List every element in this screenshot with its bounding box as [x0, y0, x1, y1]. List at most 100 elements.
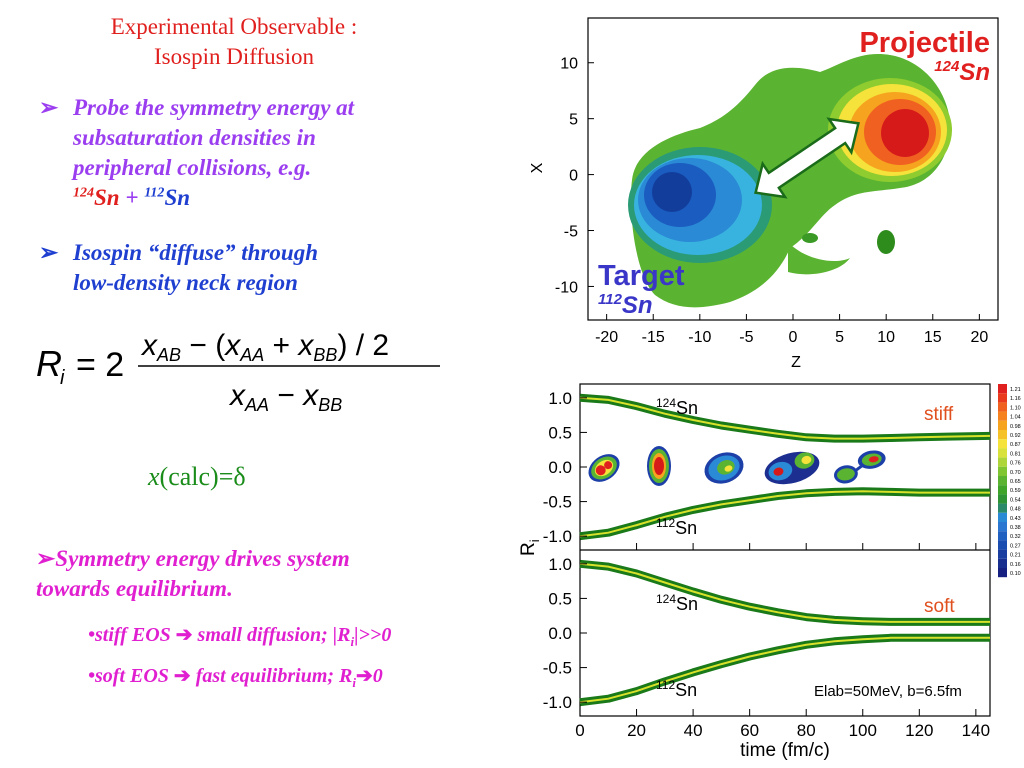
eos-stiff-c: |>>0: [354, 624, 392, 646]
colorbar-swatch: [998, 503, 1007, 513]
colorbar-swatch: [998, 494, 1007, 504]
snapshot-2: [647, 446, 671, 486]
eos-soft-c: 0: [372, 665, 383, 687]
bullet-1-line-2: subsaturation densities in: [73, 125, 316, 150]
bullet-arrow-icon: ➢: [36, 546, 56, 571]
bullet-2-line-2: low-density neck region: [73, 270, 298, 295]
contour-x-tick-label: -5: [739, 329, 753, 346]
bot-124sn-label: 124Sn: [656, 592, 698, 614]
eos-stiff-line: •stiff EOS ➔ small diffusion; |Ri|>>0: [88, 620, 391, 657]
colorbar-swatch: [998, 439, 1007, 449]
snapshot-3: [704, 452, 744, 484]
ri-xlabel: time (fm/c): [740, 740, 830, 761]
ri-x-tick-label: 100: [849, 721, 877, 740]
eos-stiff-b: small diffusion; |R: [192, 624, 351, 646]
colorbar-swatch: [998, 420, 1007, 430]
bullet-1-line-1: Probe the symmetry energy at: [73, 95, 355, 120]
target-label: Target: [598, 260, 685, 292]
contour-x-tick-label: -20: [595, 329, 618, 346]
bullet-1-line-3: peripheral collisions, e.g.: [73, 155, 312, 180]
bullet-arrow-icon: ➢: [39, 95, 59, 120]
bullet-probe-symmetry: ➢ Probe the symmetry energy at subsatura…: [39, 93, 433, 213]
snapshot-1: [588, 454, 620, 482]
ri-y-tick-label: -1.0: [543, 527, 572, 546]
contour-fragment: [802, 233, 818, 243]
colorbar-swatch: [998, 457, 1007, 467]
sn112-mass: 112: [144, 185, 165, 201]
ri-y-tick-label: -0.5: [543, 493, 572, 512]
contour-fragment: [877, 230, 895, 254]
projectile-isotope: 124Sn: [934, 58, 990, 86]
colorbar-tick-label: 0.38: [1010, 525, 1021, 531]
colorbar-swatch: [998, 430, 1007, 440]
colorbar-tick-label: 0.43: [1010, 516, 1021, 522]
colorbar-swatch: [998, 402, 1007, 412]
colorbar-tick-label: 0.54: [1010, 497, 1021, 503]
right-arrow-icon: ➔: [356, 665, 373, 687]
bullet-2-line-1: Isospin “diffuse” through: [73, 240, 318, 265]
snapshot-5: [833, 450, 886, 484]
ri-series-line: [579, 396, 991, 440]
contour-y-tick-label: -10: [555, 279, 578, 296]
title-line-2: Isospin Diffusion: [154, 44, 314, 69]
ri-y-tick-label: -1.0: [543, 693, 572, 712]
calc-rest: (calc)=δ: [159, 462, 246, 491]
bot-112sn-label: 112Sn: [656, 678, 697, 700]
ri-y-tick-label: -0.5: [543, 659, 572, 678]
ri-y-tick-label: 1.0: [548, 389, 572, 408]
eos-soft-b: fast equilibrium; R: [190, 665, 353, 687]
double-arrow-icon: [754, 117, 860, 199]
colorbar-tick-label: 0.87: [1010, 442, 1021, 448]
colorbar-tick-label: 1.21: [1010, 387, 1021, 393]
eos-stiff-sub: i: [350, 634, 355, 649]
ri-ylabel: Ri: [518, 539, 542, 556]
contour-x-axis: -20 -15 -10 -5 0 5 10 15 20: [595, 314, 988, 346]
ri-y-tick-label: 0.5: [548, 423, 572, 442]
colorbar-tick-label: 0.48: [1010, 507, 1021, 513]
formula-lhs: R: [36, 343, 62, 384]
ri-x-tick-label: 20: [627, 721, 646, 740]
colorbar-tick-label: 0.32: [1010, 534, 1021, 540]
colorbar-tick-label: 1.16: [1010, 396, 1021, 402]
bullet-symmetry-energy: ➢Symmetry energy drives system towards e…: [36, 544, 456, 604]
sn112-symbol: Sn: [164, 185, 191, 210]
target-isotope: 112Sn: [598, 291, 653, 319]
colorbar-swatch: [998, 540, 1007, 550]
colorbar-swatch: [998, 485, 1007, 495]
contour-y-tick-label: -5: [564, 224, 578, 241]
colorbar-tick-label: 0.10: [1010, 571, 1021, 577]
bullet-1-reaction: 124Sn + 112Sn: [73, 183, 433, 213]
target-contour-darkblue: [652, 172, 692, 212]
contour-x-tick-label: 10: [877, 329, 895, 346]
ri-y-tick-label: 0.0: [548, 624, 572, 643]
ri-x-axis: 0 20 40 60 80 100 120 140: [575, 543, 990, 740]
ri-formula: R i = 2 xAB − (xAA + xBB) / 2 xAA − xBB: [36, 329, 440, 415]
colorbar-tick-label: 0.70: [1010, 470, 1021, 476]
right-arrow-icon: ➔: [175, 624, 193, 646]
contour-x-tick-label: 0: [789, 329, 798, 346]
formula-denominator: xAA − xBB: [228, 379, 342, 415]
ri-time-plot: 0 20 40 60 80 100 120 140 1.00.50.0-0.5-1.01.00…: [518, 383, 1021, 761]
top-112sn-label: 112Sn: [656, 516, 697, 538]
snapshot-images: [588, 446, 886, 486]
contour-y-tick-label: 0: [569, 168, 578, 185]
symmetry-line-2: towards equilibrium.: [36, 576, 233, 601]
contour-xlabel: Z: [791, 354, 801, 371]
colorbar-swatch: [998, 512, 1007, 522]
colorbar-tick-label: 0.16: [1010, 562, 1021, 568]
density-contour-plot: Projectile 124Sn Target 112Sn -20 -15 -10-…: [529, 17, 999, 371]
ri-y-axis: 1.0 0.5 0.0 -0.5 -1.0 1.0 0.5 0.0 -0.5 -1.0: [543, 389, 587, 712]
colorbar: 1.21 1.16 1.10 1.04 0.98 0.92 0.87 0.81 0.76 0.70…: [998, 384, 1021, 578]
colorbar-tick-label: 1.10: [1010, 405, 1021, 411]
colorbar-swatch: [998, 531, 1007, 541]
contour-x-tick-label: 15: [924, 329, 942, 346]
soft-label: soft: [924, 596, 955, 617]
colorbar-tick-label: 0.27: [1010, 543, 1021, 549]
formula-equals: = 2: [76, 346, 124, 384]
contour-green-tail: [788, 242, 850, 275]
ri-series-line: [579, 490, 990, 538]
colorbar-swatch: [998, 411, 1007, 421]
colorbar-tick-label: 0.65: [1010, 479, 1021, 485]
ri-y-tick-label: 0.5: [548, 589, 572, 608]
calc-x: x: [148, 462, 160, 491]
